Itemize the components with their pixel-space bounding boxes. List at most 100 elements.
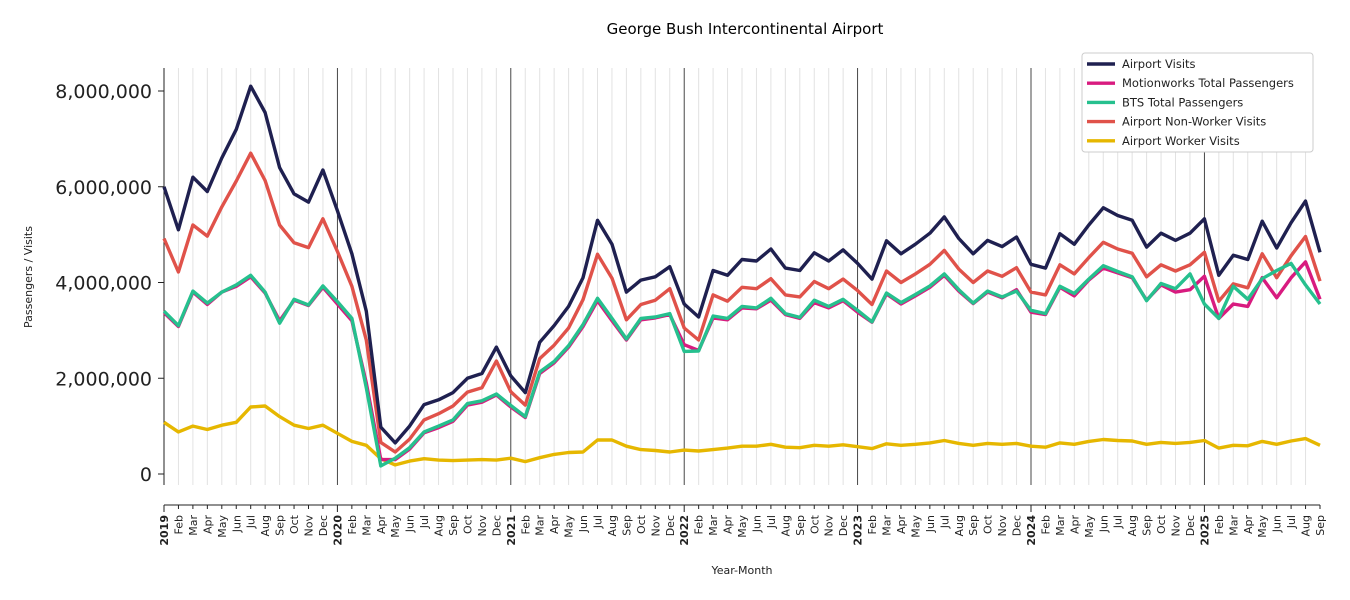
x-tick-label: Jun (924, 515, 937, 533)
series-line-bts-total-passengers (162, 261, 1322, 468)
x-tick-label: Oct (288, 514, 301, 534)
x-tick-label: Nov (1170, 515, 1183, 537)
x-tick-label: Dec (664, 515, 677, 536)
x-tick-label: Apr (895, 515, 908, 535)
y-tick-label: 8,000,000 (55, 81, 152, 103)
legend-label: Airport Visits (1122, 57, 1196, 71)
x-tick-label: Feb (1213, 515, 1226, 534)
x-tick-label: May (216, 515, 229, 538)
x-tick-label: 2020 (331, 515, 344, 546)
x-tick-label: Nov (823, 515, 836, 537)
x-tick-label: May (909, 515, 922, 538)
x-tick-label: Apr (201, 515, 214, 535)
x-tick-label: May (389, 515, 402, 538)
series-lines (162, 84, 1322, 468)
x-tick-label: Aug (1126, 515, 1139, 536)
x-tick-label: Oct (461, 514, 474, 534)
x-tick-label: Mar (1227, 515, 1240, 536)
series-line-airport-worker-visits (163, 404, 1321, 467)
x-tick-label: Sep (967, 515, 980, 536)
x-tick-label: 2025 (1198, 515, 1211, 546)
series-line-airport-visits (162, 84, 1322, 445)
x-tick-label: Apr (1068, 515, 1081, 535)
y-tick-label: 0 (140, 464, 152, 486)
x-tick-label: Jun (577, 515, 590, 533)
x-tick-label: Aug (259, 515, 272, 536)
x-tick-label: 2022 (678, 515, 691, 546)
x-tick-label: Feb (866, 515, 879, 534)
x-tick-label: Feb (172, 515, 185, 534)
x-tick-label: Mar (534, 515, 547, 536)
x-tick-label: Feb (1039, 515, 1052, 534)
x-tick-label: Oct (635, 514, 648, 534)
x-axis-label: Year-Month (710, 564, 772, 577)
legend: Airport Visits Motionworks Total Passenge… (1081, 52, 1314, 153)
x-tick-label: Jul (1285, 515, 1298, 529)
legend-label: BTS Total Passengers (1122, 95, 1243, 109)
x-tick-label: Jul (592, 515, 605, 529)
y-tick-label: 6,000,000 (55, 177, 152, 199)
x-tick-label: 2019 (158, 515, 171, 546)
x-tick-label: Oct (982, 514, 995, 534)
x-tick-label: Sep (1314, 515, 1327, 536)
x-tick-label: Dec (1184, 515, 1197, 536)
x-tick-label: Mar (360, 515, 373, 536)
y-axis: 0 2,000,000 4,000,000 6,000,000 8,000,000 (55, 68, 165, 486)
x-tick-label: Nov (476, 515, 489, 537)
x-tick-label: Dec (317, 515, 330, 536)
legend-label: Airport Worker Visits (1122, 134, 1240, 148)
x-tick-label: Apr (1242, 515, 1255, 535)
x-tick-label: Aug (433, 515, 446, 536)
x-tick-label: May (736, 515, 749, 538)
x-tick-label: Jun (750, 515, 763, 533)
x-tick-label: Dec (1011, 515, 1024, 536)
y-axis-label: Passengers / Visits (22, 226, 35, 328)
x-tick-label: Jul (1112, 515, 1125, 529)
legend-label: Motionworks Total Passengers (1122, 76, 1294, 90)
x-tick-label: Mar (707, 515, 720, 536)
gridlines (177, 68, 1307, 485)
x-tick-label: Sep (1141, 515, 1154, 536)
x-tick-label: Nov (649, 515, 662, 537)
y-tick-label: 2,000,000 (55, 368, 152, 390)
x-axis: 2019 Feb Mar Apr May Jun Jul Aug Sep Oct Nov Dec 202… (158, 504, 1327, 546)
x-tick-label: Sep (274, 515, 287, 536)
x-tick-label: Jun (230, 515, 243, 533)
x-tick-label: Feb (519, 515, 532, 534)
x-tick-label: Mar (187, 515, 200, 536)
x-tick-label: May (1256, 515, 1269, 538)
x-tick-label: 2021 (505, 515, 518, 546)
x-tick-label: Jul (245, 515, 258, 529)
legend-box (1081, 52, 1314, 153)
x-tick-label: Sep (447, 515, 460, 536)
x-tick-label: Sep (794, 515, 807, 536)
x-tick-label: Nov (303, 515, 316, 537)
x-tick-label: Apr (722, 515, 735, 535)
x-tick-label: 2024 (1025, 515, 1038, 546)
x-tick-label: Oct (1155, 514, 1168, 534)
x-tick-label: 2023 (852, 515, 865, 546)
x-tick-label: Jul (938, 515, 951, 529)
x-tick-label: Apr (375, 515, 388, 535)
x-tick-label: Jul (765, 515, 778, 529)
x-tick-label: Dec (490, 515, 503, 536)
x-tick-label: Jun (1271, 515, 1284, 533)
x-tick-label: May (563, 515, 576, 538)
chart-title: George Bush Intercontinental Airport (607, 20, 884, 38)
x-tick-label: Jul (418, 515, 431, 529)
x-tick-label: Feb (346, 515, 359, 534)
x-tick-label: Jun (404, 515, 417, 533)
x-tick-label: May (1083, 515, 1096, 538)
x-tick-label: Nov (996, 515, 1009, 537)
x-tick-label: Feb (693, 515, 706, 534)
x-tick-label: Aug (779, 515, 792, 536)
x-tick-label: Jun (1097, 515, 1110, 533)
x-tick-label: Mar (1054, 515, 1067, 536)
x-tick-label: Mar (881, 515, 894, 536)
y-tick-label: 4,000,000 (55, 273, 152, 295)
legend-label: Airport Non-Worker Visits (1122, 115, 1266, 129)
x-tick-label: Aug (606, 515, 619, 536)
x-tick-label: Sep (620, 515, 633, 536)
x-tick-label: Aug (953, 515, 966, 536)
